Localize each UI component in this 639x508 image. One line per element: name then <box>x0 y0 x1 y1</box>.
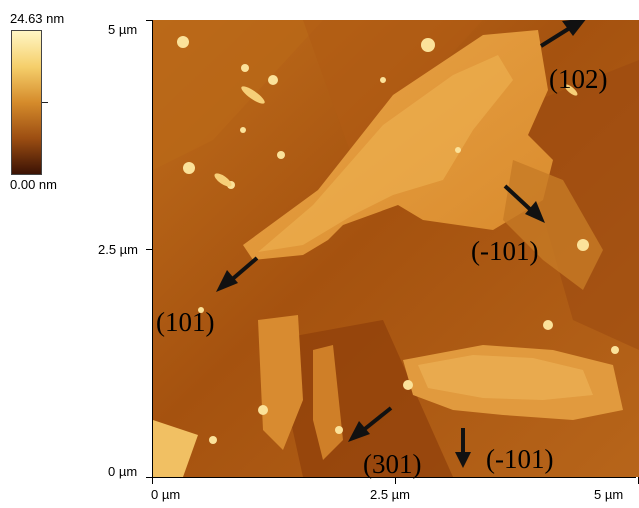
y-axis-label-bottom: 0 µm <box>108 464 138 479</box>
color-scale-min-label: 0.00 nm <box>10 177 57 192</box>
x-axis-label-right: 5 µm <box>594 487 624 502</box>
x-tick-left <box>152 477 153 484</box>
y-axis-label-top: 5 µm <box>108 22 138 37</box>
y-tick-top <box>146 20 153 21</box>
miller-index-102: (102) <box>549 64 608 94</box>
y-tick-bottom <box>146 477 153 478</box>
height-color-scale <box>11 30 42 175</box>
miller-index-minus101-upper: (-101) <box>471 236 539 266</box>
y-axis-label-mid: 2.5 µm <box>98 242 139 257</box>
x-tick-mid <box>395 477 396 484</box>
color-scale-gradient <box>12 31 41 174</box>
x-axis-label-left: 0 µm <box>151 487 181 502</box>
afm-topography-image <box>153 20 639 477</box>
miller-index-101: (101) <box>156 307 215 337</box>
x-axis-label-mid: 2.5 µm <box>370 487 411 502</box>
color-scale-mid-tick <box>42 102 48 103</box>
x-axis-line <box>146 477 636 478</box>
miller-index-301: (301) <box>363 449 422 479</box>
color-scale-max-label: 24.63 nm <box>10 11 65 26</box>
miller-index-minus101-lower: (-101) <box>486 444 554 474</box>
y-tick-mid <box>146 249 153 250</box>
